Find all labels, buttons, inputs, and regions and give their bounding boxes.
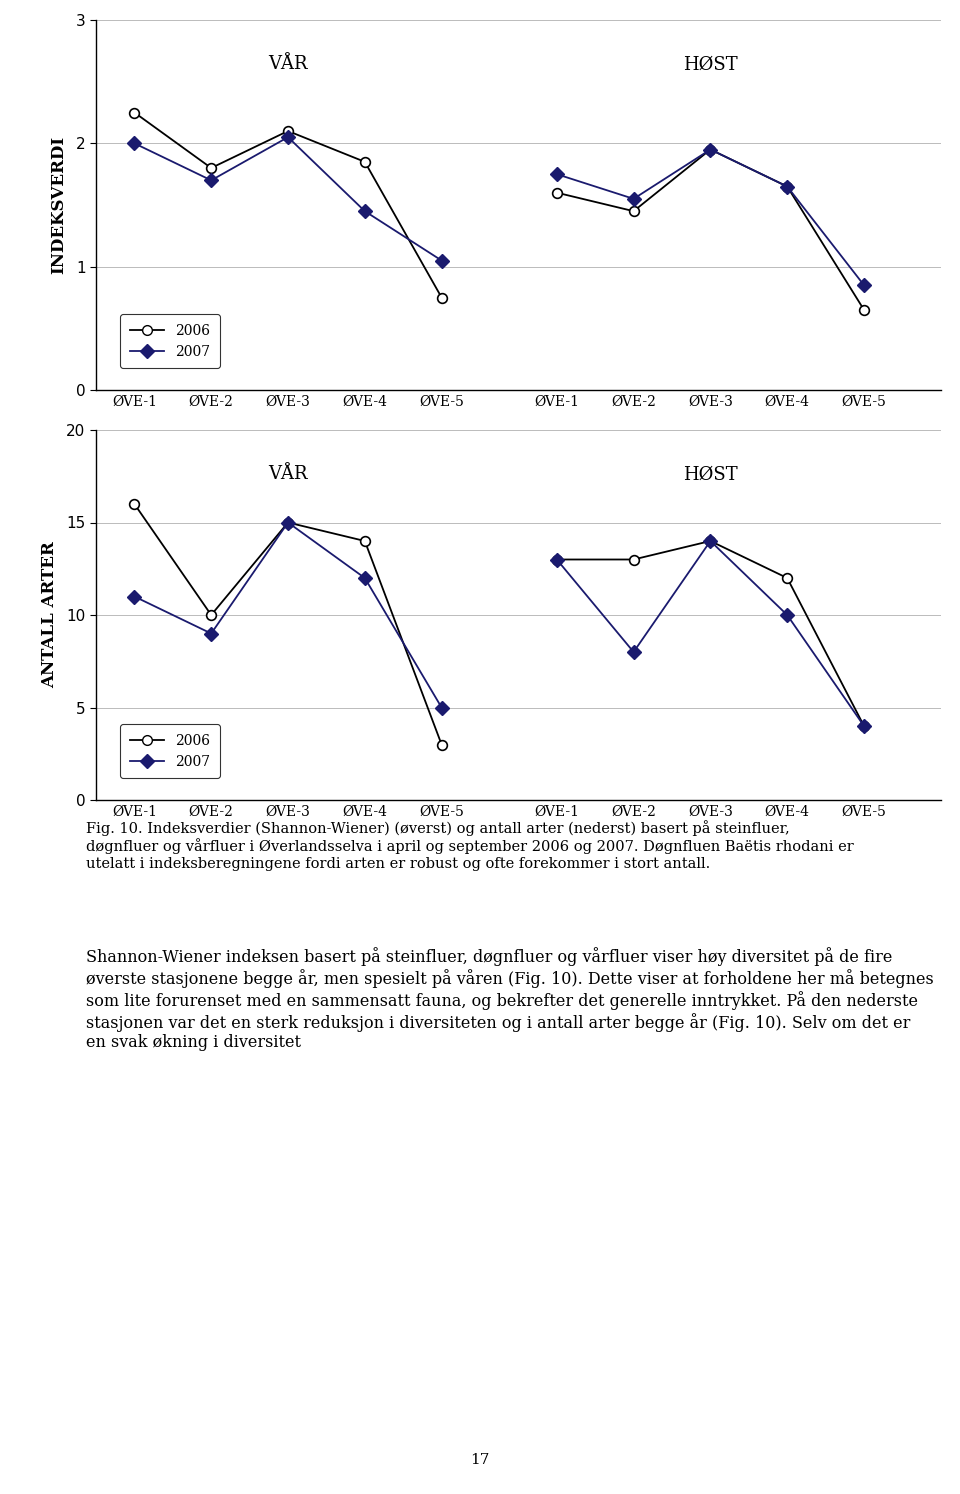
Text: Shannon-Wiener indeksen basert på steinfluer, døgnfluer og vårfluer viser høy di: Shannon-Wiener indeksen basert på steinf… bbox=[86, 947, 934, 1052]
Legend: 2006, 2007: 2006, 2007 bbox=[120, 725, 220, 778]
Y-axis label: ANTALL ARTER: ANTALL ARTER bbox=[41, 542, 58, 689]
Text: VÅR: VÅR bbox=[268, 466, 308, 484]
Y-axis label: INDEKSVERDI: INDEKSVERDI bbox=[51, 136, 67, 273]
Text: 17: 17 bbox=[470, 1454, 490, 1467]
Legend: 2006, 2007: 2006, 2007 bbox=[120, 314, 220, 368]
Text: HØST: HØST bbox=[684, 466, 737, 484]
Text: Fig. 10. Indeksverdier (Shannon-Wiener) (øverst) og antall arter (nederst) baser: Fig. 10. Indeksverdier (Shannon-Wiener) … bbox=[86, 820, 854, 871]
Text: VÅR: VÅR bbox=[268, 55, 308, 73]
Text: HØST: HØST bbox=[684, 55, 737, 73]
